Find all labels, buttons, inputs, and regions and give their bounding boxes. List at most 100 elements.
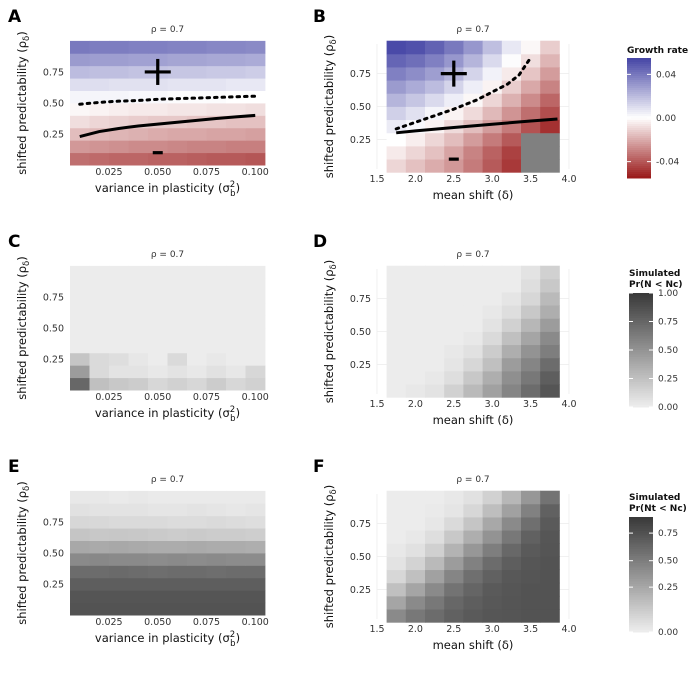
- legend-color-step: [629, 306, 653, 310]
- heatmap-cell: [425, 145, 445, 160]
- heatmap-cell: [386, 53, 407, 68]
- heatmap-cell: [405, 40, 426, 55]
- heatmap-cell: [206, 352, 227, 366]
- heatmap-cell: [444, 503, 464, 518]
- heatmap-cell: [482, 530, 503, 544]
- heatmap-cells: [386, 490, 560, 623]
- heatmap-cell: [70, 53, 90, 67]
- y-axis-label-close: ): [322, 35, 336, 40]
- heatmap-cell: [463, 490, 483, 505]
- heatmap-cell: [386, 595, 407, 610]
- heatmap-cell: [109, 540, 129, 554]
- heatmap-cell: [167, 53, 188, 67]
- legend-color-step: [629, 627, 653, 631]
- legend-growth-rate: Growth rate 0.04 0.00 -0.04: [627, 46, 688, 179]
- heatmap-cell: [245, 352, 266, 366]
- legend-color-step: [627, 134, 651, 137]
- heatmap-cell: [482, 67, 503, 81]
- heatmap-cell: [109, 328, 129, 341]
- x-tick-label: 3.5: [523, 174, 538, 185]
- heatmap-cell: [425, 40, 445, 55]
- legend-color-step: [629, 297, 653, 301]
- heatmap-cell: [482, 331, 503, 346]
- heatmap-cell: [148, 90, 168, 104]
- x-tick-label: 1.5: [369, 399, 384, 410]
- heatmap-cell: [501, 53, 522, 68]
- legend-color-step: [629, 370, 653, 374]
- heatmap-cell: [128, 65, 149, 79]
- heatmap-cell: [521, 609, 541, 623]
- heatmap-cell: [463, 556, 483, 571]
- heatmap-cell: [405, 93, 426, 107]
- heatmap-cell: [148, 152, 168, 166]
- heatmap-cell: [148, 565, 168, 579]
- panel-letter: F: [313, 457, 325, 477]
- heatmap-cell: [444, 517, 464, 531]
- legend-color-step: [627, 126, 651, 129]
- heatmap-cell: [245, 303, 266, 316]
- legend-color-step: [627, 154, 651, 157]
- legend-color-step: [629, 530, 653, 534]
- heatmap-cell: [187, 152, 207, 166]
- y-axis-label-sub: δ: [22, 36, 32, 41]
- x-tick-label: 0.075: [193, 392, 220, 403]
- heatmap-cell: [89, 515, 110, 529]
- y-tick-label: 0.25: [43, 355, 64, 366]
- heatmap-cell: [521, 595, 541, 610]
- heatmap-cell: [187, 565, 207, 579]
- panel-letter: E: [8, 457, 20, 477]
- legend-title: Simulated: [629, 269, 680, 279]
- heatmap-cell: [89, 365, 110, 379]
- heatmap-cell: [70, 103, 90, 116]
- heatmap-cell: [148, 40, 168, 54]
- heatmap-cell: [89, 528, 110, 541]
- heatmap-cell: [128, 78, 149, 91]
- heatmap-cell: [109, 40, 129, 54]
- heatmap-cell: [109, 127, 129, 141]
- heatmap-cell: [482, 145, 503, 160]
- heatmap-cell: [521, 159, 541, 173]
- legend-color-step: [627, 90, 651, 93]
- panel-e: Eρ = 0.7 0.025 0.050 0.075 0.100 0.25 0.50 0.75…: [8, 457, 269, 649]
- heatmap-cell: [245, 103, 266, 116]
- heatmap-cell: [109, 590, 129, 604]
- heatmap-cell: [501, 384, 522, 398]
- heatmap-cell: [70, 565, 90, 579]
- heatmap-cell: [444, 609, 464, 623]
- heatmap-cell: [521, 67, 541, 81]
- heatmap-cell: [206, 577, 227, 591]
- legend-color-step: [627, 176, 651, 179]
- heatmap-cell: [89, 553, 110, 566]
- heatmap-cell: [128, 53, 149, 67]
- heatmap-cell: [109, 577, 129, 591]
- legend-color-step: [629, 535, 653, 539]
- heatmap-cell: [109, 103, 129, 116]
- legend-title: Simulated: [629, 493, 680, 503]
- legend-tick-label: 0.00: [658, 628, 678, 638]
- x-tick-label: 3.5: [523, 399, 538, 410]
- heatmap-cell: [187, 53, 207, 67]
- heatmap-cell: [167, 577, 188, 591]
- heatmap-cell: [70, 528, 90, 541]
- heatmap-cell: [405, 305, 426, 319]
- heatmap-cell: [501, 530, 522, 544]
- heatmap-cell: [405, 543, 426, 557]
- y-tick-label: 0.50: [43, 324, 64, 335]
- heatmap-cell: [386, 67, 407, 81]
- heatmap-cell: [187, 315, 207, 329]
- heatmap-cell: [463, 265, 483, 280]
- heatmap-cell: [226, 290, 246, 304]
- heatmap-cell: [89, 377, 110, 391]
- y-axis-label: shifted predictability (ρδ): [322, 485, 339, 628]
- panel-f: Fρ = 0.7 1.5 2.0 2.5 3.0 3.5 4.0 0.25 0.50 0.75 me…: [313, 457, 577, 652]
- legend-color-step: [627, 76, 651, 79]
- legend-color-step: [627, 152, 651, 155]
- heatmap-cell: [482, 278, 503, 293]
- heatmap-cell: [482, 80, 503, 94]
- heatmap-cell: [425, 370, 445, 385]
- heatmap-cell: [463, 278, 483, 293]
- heatmap-cell: [501, 67, 522, 81]
- heatmap-cell: [187, 540, 207, 554]
